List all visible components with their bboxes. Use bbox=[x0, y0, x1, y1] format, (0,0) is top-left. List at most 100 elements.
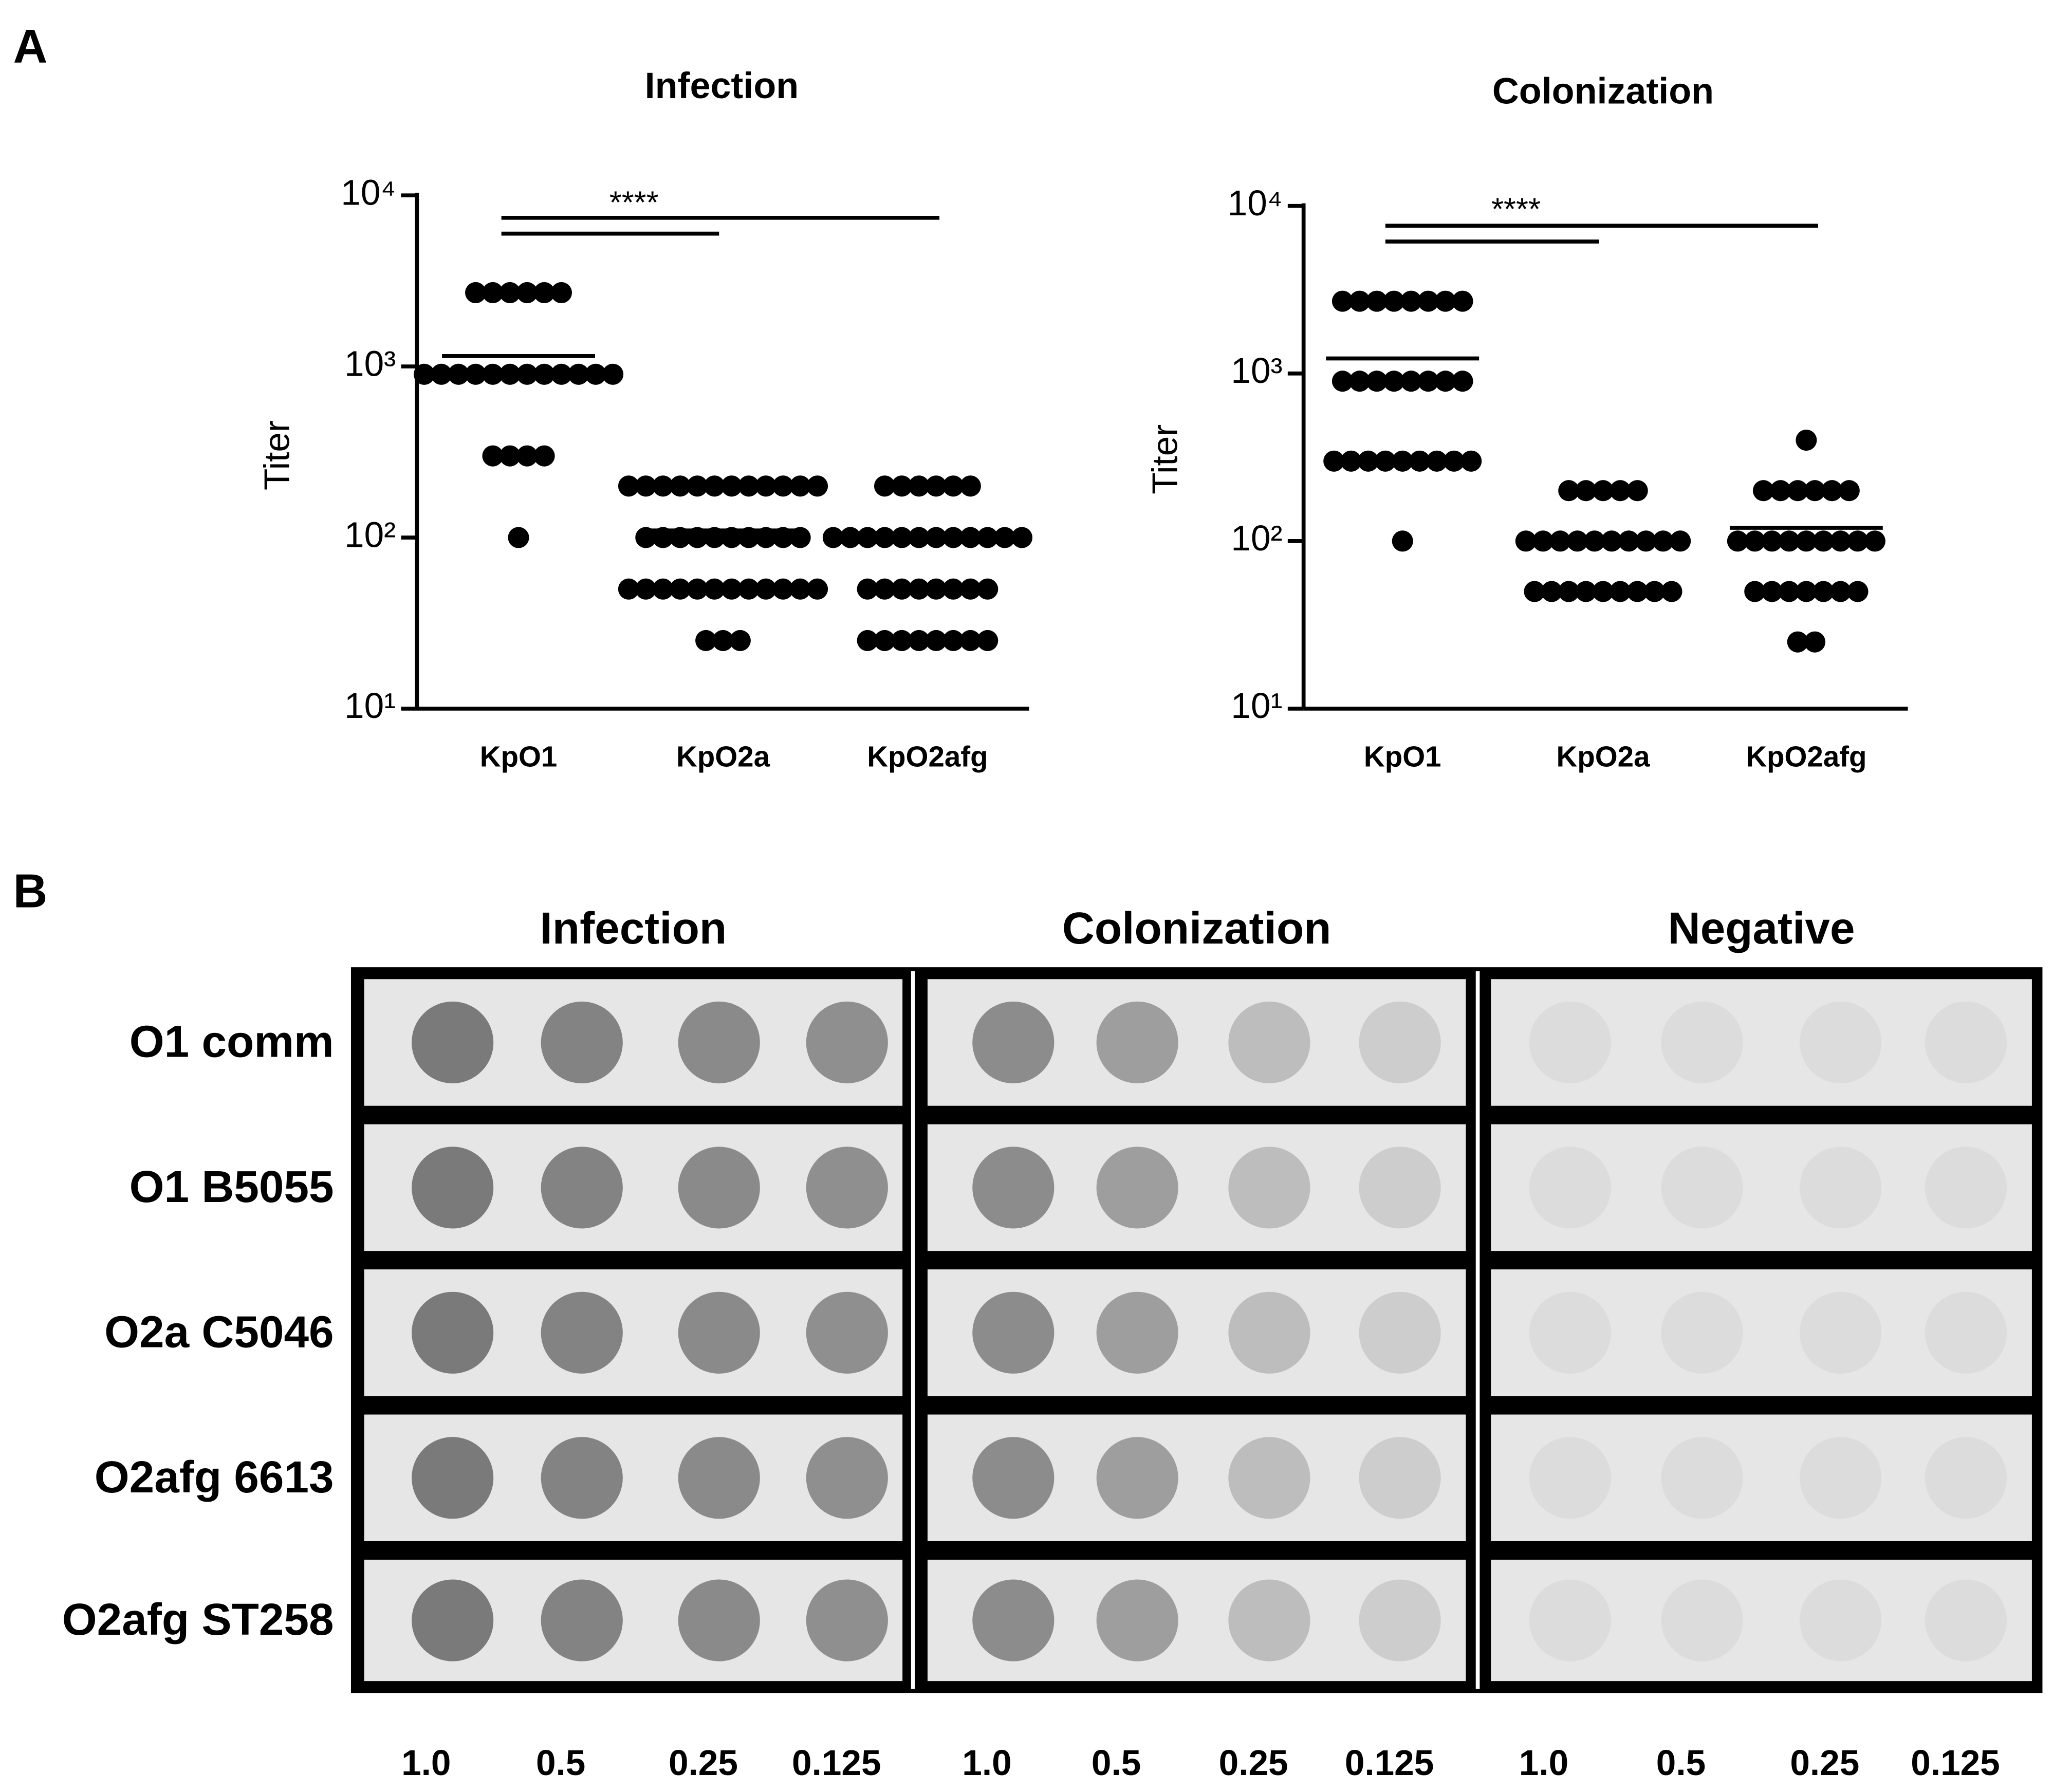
data-point bbox=[807, 578, 828, 600]
data-point bbox=[772, 578, 794, 600]
data-point bbox=[1541, 581, 1562, 602]
blot-dot bbox=[1661, 1147, 1743, 1229]
data-point bbox=[1770, 480, 1791, 502]
data-point bbox=[926, 475, 947, 497]
data-point bbox=[721, 578, 743, 600]
data-point bbox=[789, 475, 811, 497]
blot-dot bbox=[1359, 1147, 1441, 1229]
blot-dot bbox=[1096, 1147, 1178, 1229]
data-point bbox=[926, 578, 947, 600]
blot-dot bbox=[806, 1437, 888, 1519]
blot-dot bbox=[678, 1437, 760, 1519]
blot-dot bbox=[972, 1291, 1055, 1374]
blot-dot bbox=[972, 1437, 1055, 1519]
x-tick-label: KpO1 bbox=[1364, 740, 1441, 772]
blot-dot bbox=[806, 1147, 888, 1229]
y-tick-label: 10⁴ bbox=[1228, 183, 1283, 223]
data-point bbox=[1558, 581, 1580, 602]
data-point bbox=[959, 578, 981, 600]
data-point bbox=[1575, 480, 1597, 502]
data-point bbox=[1452, 290, 1473, 312]
data-point bbox=[533, 282, 555, 304]
data-point bbox=[618, 475, 639, 497]
dilution-label: 0.25 bbox=[669, 1743, 738, 1783]
blot-dot bbox=[412, 1001, 494, 1084]
data-point bbox=[465, 282, 487, 304]
data-point bbox=[1644, 581, 1666, 602]
data-point bbox=[1812, 581, 1834, 602]
data-point bbox=[729, 630, 751, 651]
data-point bbox=[755, 475, 776, 497]
data-point bbox=[1744, 530, 1766, 552]
data-point bbox=[712, 630, 734, 651]
blot-dot bbox=[412, 1437, 494, 1519]
data-point bbox=[516, 445, 538, 467]
data-point bbox=[738, 475, 760, 497]
data-point bbox=[1366, 290, 1388, 312]
y-tick-label: 10² bbox=[1231, 518, 1282, 558]
data-point bbox=[1331, 290, 1353, 312]
blot-dot bbox=[678, 1147, 760, 1229]
data-point bbox=[704, 475, 725, 497]
data-point bbox=[1331, 371, 1353, 392]
data-point bbox=[891, 475, 913, 497]
data-point bbox=[1011, 527, 1033, 548]
data-point bbox=[1626, 480, 1648, 502]
blot-dot bbox=[1359, 1579, 1441, 1661]
blot-dot bbox=[541, 1147, 623, 1229]
data-point bbox=[568, 363, 589, 385]
data-point bbox=[857, 630, 878, 651]
blot-dot bbox=[1800, 1579, 1882, 1661]
data-point bbox=[977, 578, 998, 600]
group-header: Negative bbox=[1668, 903, 1855, 953]
data-point bbox=[1830, 581, 1852, 602]
data-point bbox=[959, 630, 981, 651]
data-point bbox=[413, 363, 435, 385]
x-tick-label: KpO2a bbox=[1556, 740, 1650, 772]
data-point bbox=[1375, 450, 1396, 472]
data-point bbox=[1400, 290, 1422, 312]
data-point bbox=[1804, 480, 1826, 502]
blot-dot bbox=[972, 1147, 1055, 1229]
data-point bbox=[669, 475, 691, 497]
data-point bbox=[1787, 631, 1808, 653]
data-point bbox=[1349, 371, 1371, 392]
blot-dot bbox=[1800, 1147, 1882, 1229]
blot-dot bbox=[1359, 1437, 1441, 1519]
group-header: Colonization bbox=[1062, 903, 1331, 953]
y-axis-label: Titer bbox=[257, 420, 297, 490]
row-label: O2a C5046 bbox=[104, 1307, 334, 1357]
data-point bbox=[695, 630, 717, 651]
dilution-label: 1.0 bbox=[962, 1743, 1011, 1783]
data-point bbox=[550, 363, 572, 385]
group-header: Infection bbox=[540, 903, 727, 953]
blot-dot bbox=[678, 1291, 760, 1374]
data-point bbox=[1796, 530, 1817, 552]
data-point bbox=[1610, 581, 1631, 602]
dilution-label: 0.5 bbox=[1656, 1743, 1706, 1783]
dilution-label: 1.0 bbox=[401, 1743, 451, 1783]
data-point bbox=[1727, 530, 1748, 552]
data-point bbox=[1592, 480, 1614, 502]
chart-title: Infection bbox=[645, 65, 799, 106]
blot-dot bbox=[1529, 1147, 1611, 1229]
data-point bbox=[618, 578, 639, 600]
data-point bbox=[533, 363, 555, 385]
blot-dot bbox=[541, 1001, 623, 1084]
data-point bbox=[738, 578, 760, 600]
data-point bbox=[1392, 530, 1413, 552]
row-label: O2afg 6613 bbox=[95, 1452, 334, 1502]
data-point bbox=[1435, 290, 1456, 312]
data-point bbox=[1752, 480, 1774, 502]
data-point bbox=[1383, 371, 1405, 392]
blot-dot bbox=[806, 1291, 888, 1374]
data-point bbox=[1796, 581, 1817, 602]
data-point bbox=[635, 475, 657, 497]
data-point bbox=[1778, 530, 1800, 552]
data-point bbox=[1610, 480, 1631, 502]
dilution-label: 1.0 bbox=[1519, 1743, 1568, 1783]
data-point bbox=[1452, 371, 1473, 392]
blot-dot bbox=[1228, 1001, 1310, 1084]
data-point bbox=[1821, 480, 1843, 502]
dilution-label: 0.5 bbox=[1092, 1743, 1141, 1783]
